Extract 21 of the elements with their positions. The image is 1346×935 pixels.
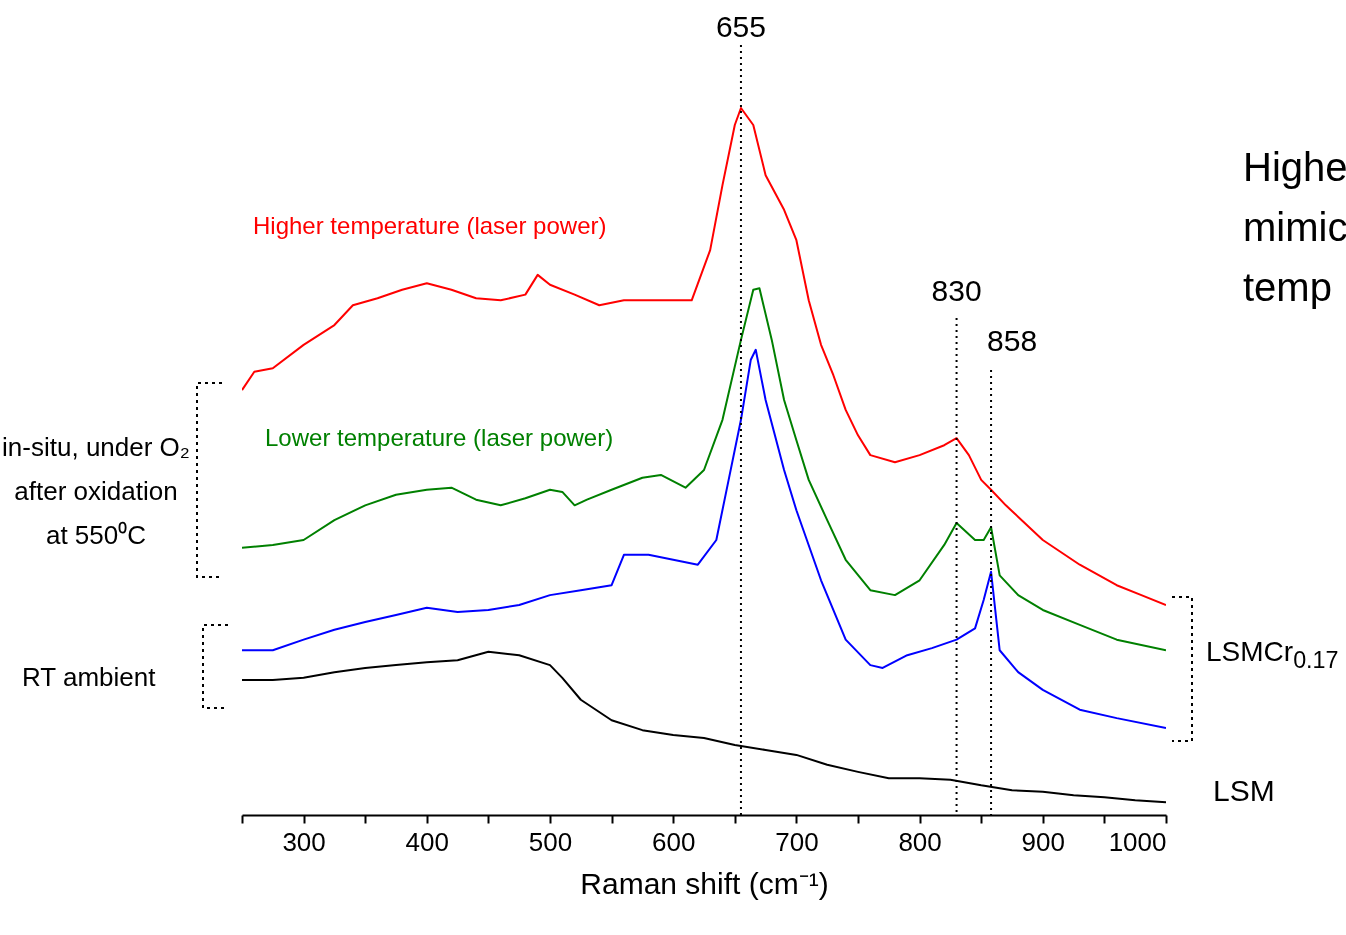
x-tick-label: 1000 — [1108, 826, 1167, 857]
x-tick-label: 800 — [898, 826, 942, 857]
ref-line-label: 858 — [987, 324, 1038, 357]
text: RT ambient — [22, 662, 156, 693]
x-tick-label: 300 — [282, 826, 326, 857]
x-tick-label: 500 — [528, 826, 573, 857]
text: Higher temperature (laser power) — [253, 212, 607, 240]
text: LSMCr$_{0.17}$ — [1206, 636, 1339, 674]
text: mimic — [1243, 205, 1346, 250]
text: temp — [1243, 265, 1332, 310]
text: in-situ, under O₂ after oxidation at 550⁰C — [1, 431, 191, 552]
ref-line-label: 655 — [715, 10, 766, 43]
x-tick-label: 700 — [775, 826, 819, 857]
series-label: LSM — [1213, 774, 1275, 808]
x-tick-label: 900 — [1021, 826, 1065, 857]
x-tick-label: 600 — [652, 826, 696, 857]
x-axis-title: Raman shift (cm⁻¹) — [580, 866, 829, 900]
x-tick-label: 400 — [405, 826, 449, 857]
series-label: Lower temperature (laser power) — [265, 424, 614, 452]
text: Highe — [1243, 145, 1346, 190]
ref-line-label: 830 — [931, 274, 982, 307]
